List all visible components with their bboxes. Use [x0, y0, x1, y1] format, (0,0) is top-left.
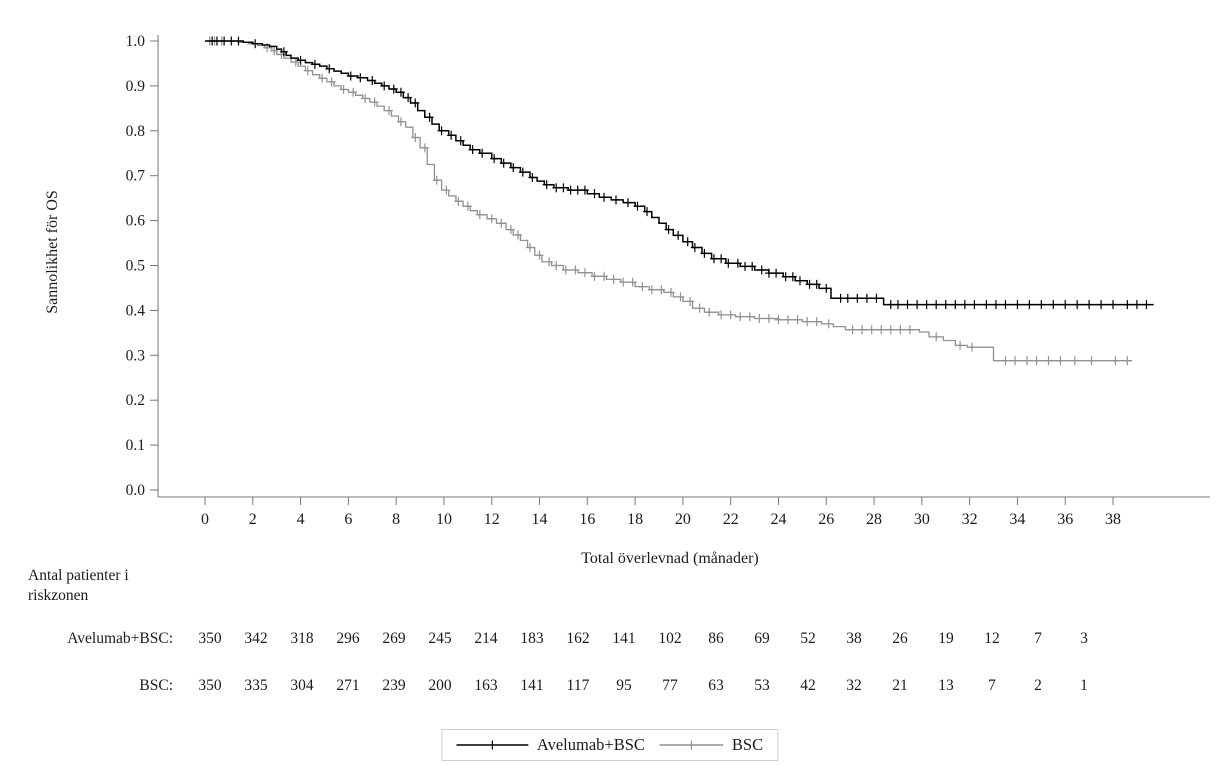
x-axis-title: Total överlevnad (månader)	[581, 550, 758, 567]
risk-count: 200	[428, 677, 452, 694]
x-tick-label: 16	[579, 511, 595, 528]
risk-row-bsc-: BSC: 350 335 304 271 239 200 163 141 117 95 77 63 53 4…	[0, 677, 1219, 697]
risk-count: 183	[520, 630, 544, 647]
risk-count: 19	[938, 630, 954, 647]
y-tick-label: 0.9	[126, 78, 146, 95]
risk-count: 335	[244, 677, 268, 694]
risk-row-label: BSC:	[139, 677, 173, 694]
x-tick-label: 20	[675, 511, 691, 528]
risk-count: 304	[290, 677, 314, 694]
x-tick-label: 38	[1105, 511, 1121, 528]
x-tick-label: 32	[962, 511, 978, 528]
risk-count: 117	[566, 677, 590, 694]
risk-count: 239	[382, 677, 406, 694]
risk-count: 69	[754, 630, 770, 647]
legend-line-sample	[455, 740, 528, 750]
x-tick-label: 36	[1057, 511, 1073, 528]
risk-header-line2: riskzonen	[28, 587, 89, 604]
risk-count: 162	[566, 630, 590, 647]
risk-count: 141	[520, 677, 544, 694]
x-tick-label: 30	[914, 511, 930, 528]
risk-count: 53	[754, 677, 770, 694]
risk-count: 26	[892, 630, 908, 647]
x-tick-label: 12	[484, 511, 500, 528]
risk-table-header: Antal patienter i riskzonen	[28, 566, 129, 606]
legend-label: Avelumab+BSC	[536, 735, 645, 754]
risk-count: 3	[1080, 630, 1088, 647]
risk-count: 342	[244, 630, 268, 647]
survival-plot: 0.00.10.20.30.40.50.60.70.80.91.00 2 4 6 8 10…	[44, 33, 1210, 567]
x-tick-label: 26	[818, 511, 834, 528]
risk-count: 163	[474, 677, 498, 694]
x-tick-label: 14	[532, 511, 548, 528]
risk-count: 1	[1080, 677, 1088, 694]
censor-marks-avelumab-bsc	[208, 36, 1151, 310]
x-tick-label: 2	[249, 511, 257, 528]
risk-count: 77	[662, 677, 678, 694]
risk-count: 102	[658, 630, 682, 647]
x-tick-label: 8	[392, 511, 400, 528]
x-tick-label: 34	[1009, 511, 1025, 528]
risk-count: 63	[708, 677, 724, 694]
risk-count: 7	[988, 677, 996, 694]
risk-count: 350	[198, 677, 222, 694]
risk-count: 245	[428, 630, 452, 647]
risk-count: 86	[708, 630, 724, 647]
x-tick-label: 28	[866, 511, 882, 528]
risk-count: 12	[984, 630, 1000, 647]
y-tick-label: 0.0	[126, 482, 146, 499]
risk-count: 296	[336, 630, 360, 647]
legend-entry-avelumab-bsc: Avelumab+BSC	[455, 735, 645, 755]
y-tick-label: 0.3	[126, 347, 146, 364]
x-tick-label: 4	[297, 511, 305, 528]
risk-count: 269	[382, 630, 406, 647]
risk-count: 38	[846, 630, 862, 647]
risk-count: 21	[892, 677, 908, 694]
legend-line-sample	[658, 740, 723, 750]
y-tick-label: 0.4	[126, 302, 146, 319]
risk-count: 7	[1034, 630, 1042, 647]
x-tick-label: 10	[436, 511, 452, 528]
y-tick-label: 0.1	[126, 437, 145, 454]
km-curve-bsc	[205, 40, 1133, 362]
risk-count: 2	[1034, 677, 1042, 694]
risk-count: 13	[938, 677, 954, 694]
legend-label: BSC	[731, 735, 764, 754]
legend-entry-bsc: BSC	[658, 735, 764, 755]
risk-count: 271	[336, 677, 360, 694]
y-tick-label: 0.8	[126, 123, 146, 140]
x-tick-label: 6	[344, 511, 352, 528]
y-tick-label: 0.6	[126, 213, 146, 230]
risk-count: 95	[616, 677, 632, 694]
censor-marks-bsc	[205, 36, 1132, 366]
y-tick-label: 0.5	[126, 258, 146, 275]
x-tick-label: 18	[627, 511, 643, 528]
risk-count: 141	[612, 630, 636, 647]
risk-count: 318	[290, 630, 314, 647]
risk-row-label: Avelumab+BSC:	[67, 630, 173, 647]
y-tick-label: 1.0	[126, 33, 146, 50]
y-axis-title: Sannolikhet för OS	[44, 190, 61, 314]
survival-curves	[205, 36, 1154, 366]
risk-count: 214	[474, 630, 498, 647]
risk-count: 52	[800, 630, 816, 647]
y-tick-label: 0.2	[126, 392, 145, 409]
km-curve-avelumab-bsc	[205, 40, 1154, 306]
x-tick-label: 24	[770, 511, 786, 528]
risk-count: 350	[198, 630, 222, 647]
x-tick-label: 0	[201, 511, 209, 528]
axes: 0.00.10.20.30.40.50.60.70.80.91.00 2 4 6 8 10…	[126, 33, 1210, 528]
y-tick-label: 0.7	[126, 168, 146, 185]
x-tick-label: 22	[723, 511, 739, 528]
risk-header-line1: Antal patienter i	[28, 567, 129, 584]
risk-row-avelumab-bsc-: Avelumab+BSC: 350 342 318 296 269 245 214 183 162…	[0, 630, 1219, 650]
risk-count: 42	[800, 677, 816, 694]
legend: Avelumab+BSC BSC	[440, 729, 779, 761]
risk-count: 32	[846, 677, 862, 694]
